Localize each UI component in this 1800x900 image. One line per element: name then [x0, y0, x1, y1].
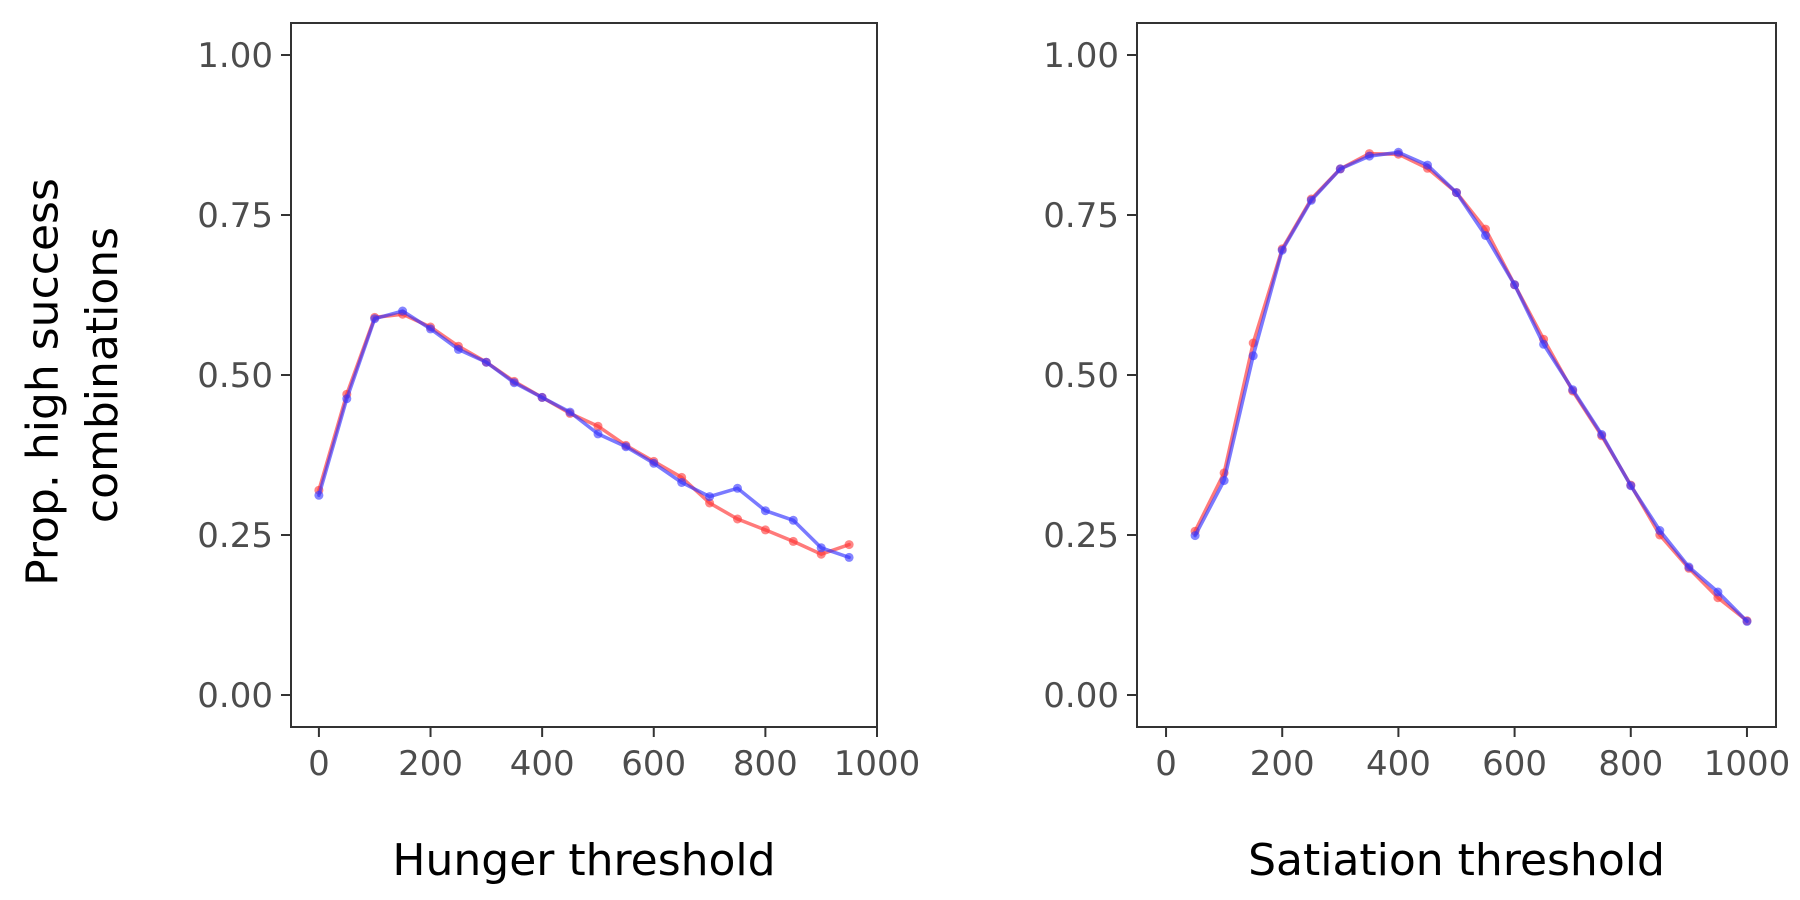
x-tick-label: 400 [510, 744, 575, 784]
y-tick-label: 1.00 [1043, 36, 1119, 76]
series-2-point [1190, 531, 1200, 541]
series-2-point [1597, 430, 1607, 439]
series-2-point [677, 478, 687, 487]
x-tick-label: 0 [1155, 744, 1177, 784]
y-tick-label: 0.00 [1043, 676, 1119, 716]
series-2-point [1423, 160, 1432, 170]
series-2-point [481, 357, 491, 367]
series-2-point [1742, 616, 1752, 626]
y-tick-label: 0.25 [1043, 516, 1119, 556]
x-tick-label: 0 [308, 744, 330, 784]
series-1-line [1193, 151, 1749, 623]
series-2-point [1248, 351, 1258, 361]
y-axis-title-line-2: combinations [77, 227, 128, 523]
series-1-point [593, 421, 603, 431]
series-2-point [509, 378, 519, 388]
y-tick-label: 0.00 [197, 676, 273, 716]
series-1-point [760, 525, 770, 535]
series-2-point [1626, 481, 1636, 491]
series-2-point [537, 392, 547, 402]
series-2-point [705, 492, 715, 502]
y-tick-label: 0.75 [1043, 196, 1119, 236]
y-tick-label: 0.50 [1043, 356, 1119, 396]
series-2-point [1335, 164, 1345, 174]
panel-frame [290, 22, 878, 728]
series-2-point [426, 324, 435, 334]
series-2-point [760, 506, 770, 516]
series-1-point [844, 540, 854, 550]
y-tick-label: 1.00 [197, 36, 273, 76]
series-2-point [1539, 339, 1549, 349]
y-tick-label: 0.75 [197, 196, 273, 236]
series-2-line [317, 309, 851, 560]
x-tick-label: 1000 [834, 744, 921, 784]
series-2-point [1306, 195, 1316, 205]
series-1-line [317, 312, 851, 556]
series-2-point [1510, 280, 1520, 290]
series-2-point [1219, 476, 1229, 486]
series-2-point [370, 314, 380, 324]
series-1-point [705, 498, 715, 508]
series-2-point [1684, 562, 1694, 572]
series-2-point [342, 394, 352, 404]
series-2-line [1193, 150, 1749, 624]
series-2-point [733, 483, 742, 493]
x-axis-title: Hunger threshold [392, 835, 775, 886]
series-2-point [816, 543, 826, 553]
x-tick-label: 200 [398, 744, 463, 784]
series-2-point [1481, 231, 1490, 240]
series-2-point [398, 306, 408, 316]
series-2-point [314, 490, 324, 500]
series-1-point [816, 549, 826, 559]
series-2-point [649, 458, 659, 468]
y-axis-title-line-1: Prop. high success [17, 178, 68, 586]
series-2-point [844, 552, 854, 562]
x-tick-label: 800 [733, 744, 798, 784]
series-2-point [1568, 385, 1578, 395]
x-tick-label: 200 [1250, 744, 1315, 784]
series-2-point [1452, 188, 1461, 198]
series-1-point [788, 536, 798, 546]
series-2-point [565, 407, 575, 417]
x-tick-label: 400 [1366, 744, 1431, 784]
series-2-point [1713, 587, 1723, 597]
series-2-point [621, 442, 631, 452]
y-tick-label: 0.50 [197, 356, 273, 396]
x-axis-title: Satiation threshold [1248, 835, 1665, 886]
panel-frame [1136, 22, 1777, 728]
satiation-threshold-panel: 0.00 0.25 0.50 0.75 1.00 0 200 400 600 800 1000 Sat… [1043, 22, 1791, 886]
series-2-point [593, 429, 603, 439]
series-2-point [788, 515, 798, 525]
x-tick-label: 600 [1482, 744, 1547, 784]
x-tick-label: 800 [1598, 744, 1663, 784]
series-2-point [1277, 245, 1287, 255]
series-1-point [733, 514, 742, 524]
y-axis-title: Prop. high success combinations [17, 164, 127, 586]
series-2-point [1393, 147, 1403, 157]
series-2-point [453, 344, 463, 354]
x-tick-label: 1000 [1704, 744, 1791, 784]
y-tick-label: 0.25 [197, 516, 273, 556]
x-tick-label: 600 [621, 744, 686, 784]
series-2-point [1655, 526, 1665, 535]
series-2-point [1364, 151, 1374, 161]
hunger-threshold-panel: 0.00 0.25 0.50 0.75 1.00 0 200 400 600 800 1000 Hun… [197, 22, 921, 886]
